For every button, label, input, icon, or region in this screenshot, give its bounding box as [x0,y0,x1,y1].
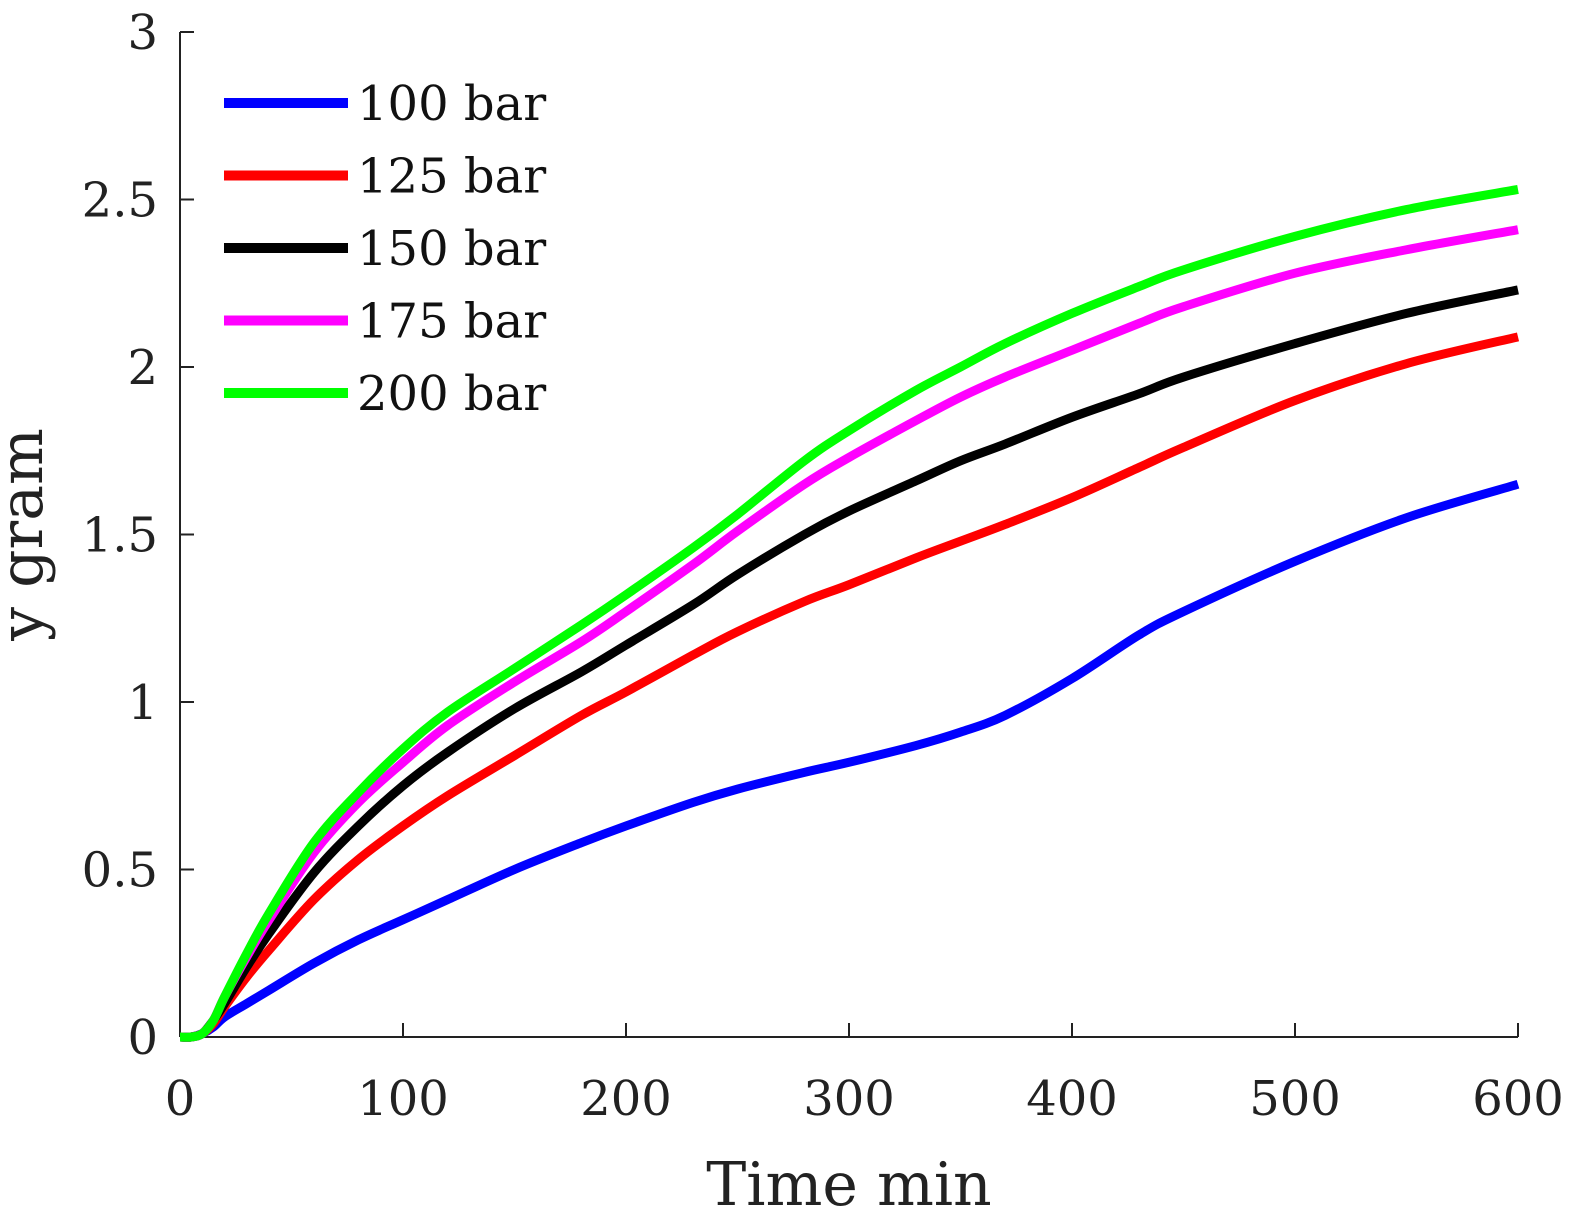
legend-label: 150 bar [357,221,546,277]
legend: 100 bar 125 bar 150 bar 175 bar 200 bar [224,76,546,422]
series-line-175-bar [179,225,1519,1042]
x-tick-label: 400 [1026,1071,1118,1127]
x-tick-label: 0 [165,1071,196,1127]
y-axis-label: y gram [0,428,57,642]
y-tick-label: 2.5 [82,173,158,229]
x-tick-label: 500 [1249,1071,1341,1127]
legend-label: 175 bar [357,294,546,350]
legend-entry: 100 bar [224,76,546,132]
legend-entry: 175 bar [224,294,546,350]
legend-label: 125 bar [357,149,546,205]
legend-entry: 125 bar [224,149,546,205]
x-tick-label: 200 [580,1071,672,1127]
y-tick-label: 0 [127,1010,158,1066]
legend-entry: 150 bar [224,221,546,277]
x-tick-label: 100 [357,1071,449,1127]
axes: 0 100 200 300 400 500 600 0 0.5 1 1.5 2 2.5 3 [82,5,1564,1127]
series-layer [179,185,1520,1042]
x-axis-label: Time min [706,1150,991,1220]
x-tick-label: 300 [803,1071,895,1127]
legend-entry: 200 bar [224,366,546,422]
series-line-100-bar [179,479,1520,1042]
series-line-200-bar [179,185,1519,1042]
y-tick-label: 2 [127,340,158,396]
x-tick-label: 600 [1472,1071,1564,1127]
y-tick-label: 1 [127,675,158,731]
legend-label: 200 bar [357,366,546,422]
y-tick-label: 0.5 [82,843,158,899]
y-tick-label: 1.5 [82,508,158,564]
legend-label: 100 bar [357,76,546,132]
y-tick-label: 3 [127,5,158,61]
